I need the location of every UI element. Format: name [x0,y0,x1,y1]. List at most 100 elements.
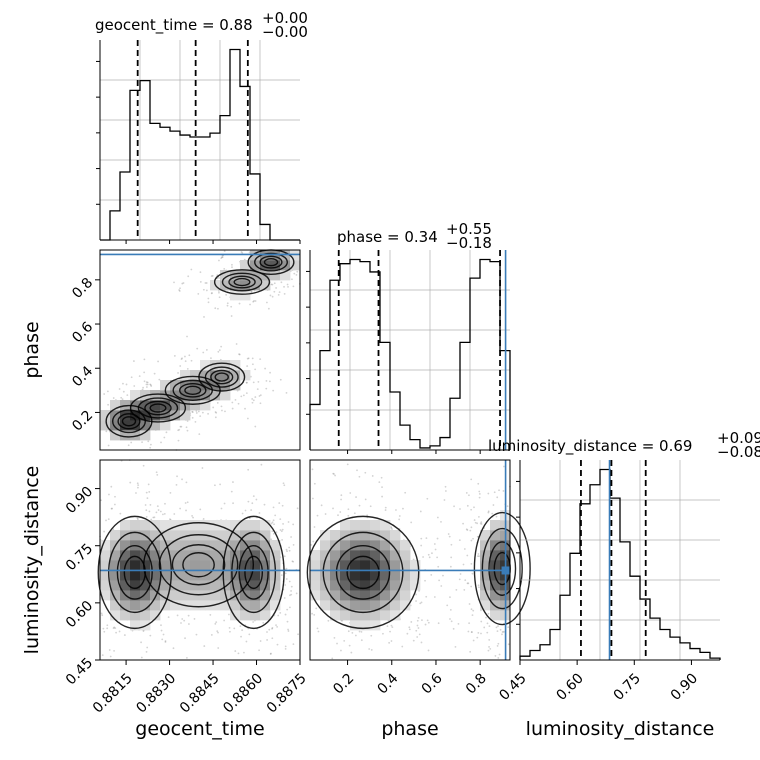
density-cell [320,600,331,611]
sample-point [427,621,430,624]
sample-point [316,514,319,517]
sample-point [177,439,180,442]
sample-point [216,630,219,633]
sample-point [191,411,194,413]
sample-point [438,579,440,582]
density-cell [310,550,321,561]
density-cell [190,570,201,581]
density-cell [240,580,251,591]
density-cell [120,540,131,551]
density-cell [340,540,351,551]
histogram-geocent-time-steps [100,48,300,241]
sample-point [292,543,295,546]
sample-point [239,625,242,628]
sample-point [257,380,260,383]
density-cell [100,560,111,571]
sample-point [421,619,423,621]
density-cell [210,380,221,391]
sample-point [217,631,219,634]
density-cell [160,590,171,601]
sample-point [241,252,244,254]
sample-point [253,300,255,302]
sample-point [107,444,110,447]
sample-point [488,639,491,641]
sample-point [244,407,246,410]
sample-point [415,629,418,632]
density-cell [230,610,241,621]
sample-point [259,358,262,361]
sample-point [218,277,221,279]
histogram-geocent-time-panel [96,40,301,244]
contour-line [488,541,517,596]
x-tick-label: 0.2 [330,670,357,697]
sample-point [444,485,447,488]
sample-point [470,526,473,529]
density-cell [380,570,391,581]
density-cell [130,550,141,561]
contour-line [322,531,404,614]
sample-point [255,498,258,501]
sample-point [284,572,287,575]
density-cell [330,600,341,611]
sample-point [410,621,413,623]
sample-point [486,631,489,634]
sample-point [205,282,208,284]
sample-point [162,513,164,516]
sample-point [288,546,291,549]
sample-point [447,533,450,535]
density-cell [490,530,501,541]
sample-point [230,490,233,493]
sample-point [145,516,148,518]
sample-point [459,508,461,510]
sample-point [185,656,188,659]
density-cell [390,580,401,591]
density-cell [170,540,181,551]
sample-point [390,624,393,627]
sample-point [336,642,338,645]
density-cell [490,550,501,561]
panel-frame [309,459,511,661]
sample-point [381,486,383,489]
sample-point [274,514,277,517]
sample-point [470,585,473,588]
density-cell [150,390,161,401]
sample-point [487,492,490,495]
sample-point [295,592,298,595]
sample-point [110,485,113,488]
sample-point [199,271,202,274]
sample-point [223,267,226,270]
density-cell [240,550,251,561]
sample-point [472,537,474,540]
density-cell [140,620,151,631]
sample-point [254,300,257,302]
sample-point [419,602,422,605]
sample-point [105,430,108,433]
sample-point [465,492,468,494]
sample-point [258,395,261,397]
density-cell [260,600,271,611]
sample-point [162,633,165,636]
density-cell [100,420,111,431]
sample-point [201,411,204,414]
sample-point [462,563,465,566]
sample-point [180,425,183,428]
sample-point [272,389,275,392]
sample-point [284,584,287,586]
sample-point [391,528,393,531]
density-cell [150,570,161,581]
density-cell [480,580,491,591]
density-cell [380,560,391,571]
density-cell [250,570,261,581]
sample-point [446,604,449,607]
sample-point [295,274,298,276]
density-cell [380,520,391,531]
density-cell [200,360,211,371]
sample-point [230,305,233,308]
sample-point [466,582,469,585]
density-cell [160,540,171,551]
sample-point [210,292,213,295]
sample-point [364,471,367,474]
sample-point [144,504,147,506]
density-cell [140,610,151,621]
density-cell [160,560,171,571]
